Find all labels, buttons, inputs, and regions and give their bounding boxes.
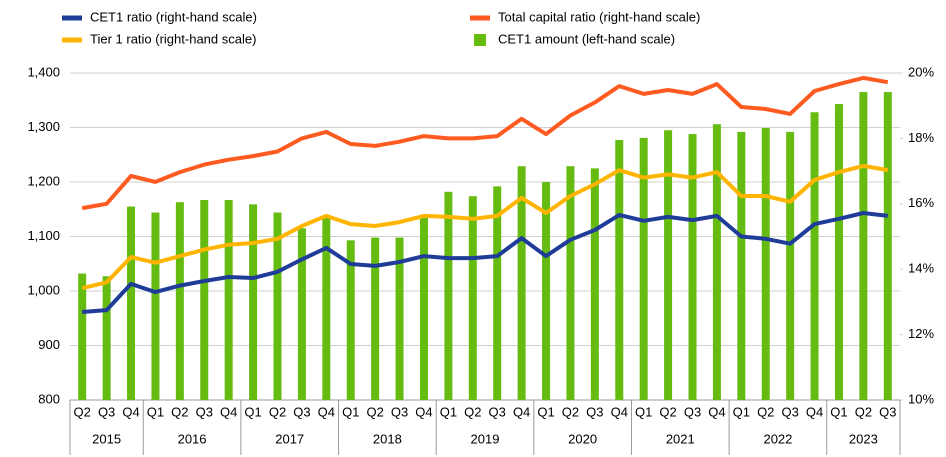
x-tick-label: Q4 bbox=[318, 404, 335, 419]
bar bbox=[102, 276, 111, 400]
bar bbox=[273, 212, 282, 400]
x-tick-label: Q2 bbox=[855, 404, 872, 419]
bar bbox=[566, 166, 575, 400]
legend-label: Total capital ratio (right-hand scale) bbox=[498, 9, 700, 24]
x-tick-label: Q2 bbox=[562, 404, 579, 419]
x-tick-label: Q3 bbox=[196, 404, 213, 419]
x-tick-label: Q4 bbox=[415, 404, 432, 419]
x-tick-label: Q4 bbox=[513, 404, 530, 419]
bar bbox=[615, 140, 624, 400]
line bbox=[82, 211, 889, 314]
bar bbox=[688, 134, 697, 401]
bar bbox=[493, 186, 502, 400]
x-tick-label: Q3 bbox=[293, 404, 310, 419]
x-tick-label: Q1 bbox=[244, 404, 261, 419]
bar bbox=[297, 228, 306, 400]
y-tick-label: 1,200 bbox=[27, 173, 60, 188]
x-tick-label: Q2 bbox=[757, 404, 774, 419]
bar bbox=[883, 92, 892, 400]
bar bbox=[249, 204, 258, 400]
bar bbox=[810, 112, 819, 401]
x-tick-label: Q1 bbox=[830, 404, 847, 419]
bar bbox=[346, 240, 355, 400]
x-tick-label: Q4 bbox=[122, 404, 139, 419]
x-tick-label: Q3 bbox=[879, 404, 896, 419]
line bbox=[81, 163, 889, 291]
x-tick-label: Q4 bbox=[806, 404, 823, 419]
year-label: 2020 bbox=[568, 431, 597, 446]
legend-label: CET1 ratio (right-hand scale) bbox=[90, 9, 257, 24]
x-tick-label: Q1 bbox=[635, 404, 652, 419]
bar bbox=[664, 130, 673, 400]
year-label: 2023 bbox=[849, 431, 878, 446]
bar bbox=[224, 199, 233, 400]
year-label: 2015 bbox=[92, 431, 121, 446]
y-tick-label: 1,400 bbox=[27, 64, 60, 79]
bar bbox=[200, 199, 209, 400]
x-tick-label: Q3 bbox=[684, 404, 701, 419]
y2-tick-label: 14% bbox=[908, 261, 934, 276]
x-tick-label: Q4 bbox=[220, 404, 237, 419]
year-label: 2016 bbox=[178, 431, 207, 446]
x-tick-label: Q3 bbox=[781, 404, 798, 419]
bar bbox=[737, 131, 746, 401]
year-label: 2017 bbox=[275, 431, 304, 446]
y-tick-label: 900 bbox=[38, 337, 60, 352]
bar bbox=[419, 214, 428, 400]
bar bbox=[151, 212, 160, 400]
bar bbox=[542, 182, 551, 400]
y2-tick-label: 10% bbox=[908, 391, 934, 406]
x-tick-label: Q2 bbox=[464, 404, 481, 419]
y-tick-label: 1,100 bbox=[27, 228, 60, 243]
y-tick-label: 1,300 bbox=[27, 119, 60, 134]
x-tick-label: Q3 bbox=[489, 404, 506, 419]
bar bbox=[175, 202, 184, 400]
y2-tick-label: 18% bbox=[908, 130, 934, 145]
year-label: 2019 bbox=[471, 431, 500, 446]
x-tick-label: Q3 bbox=[586, 404, 603, 419]
bar bbox=[834, 104, 843, 400]
bar bbox=[395, 237, 404, 400]
bar bbox=[712, 124, 721, 400]
x-tick-label: Q2 bbox=[171, 404, 188, 419]
bar bbox=[517, 166, 526, 400]
bar bbox=[590, 168, 599, 400]
bar bbox=[468, 196, 477, 400]
x-tick-label: Q2 bbox=[74, 404, 91, 419]
x-tick-label: Q1 bbox=[537, 404, 554, 419]
legend-marker bbox=[474, 34, 486, 46]
bar bbox=[444, 191, 453, 400]
bar bbox=[761, 128, 770, 401]
legend-label: Tier 1 ratio (right-hand scale) bbox=[90, 31, 256, 46]
x-tick-label: Q2 bbox=[366, 404, 383, 419]
x-tick-label: Q2 bbox=[659, 404, 676, 419]
y2-tick-label: 16% bbox=[908, 195, 934, 210]
x-tick-label: Q1 bbox=[147, 404, 164, 419]
x-tick-label: Q3 bbox=[98, 404, 115, 419]
y-tick-label: 800 bbox=[38, 391, 60, 406]
bar bbox=[639, 137, 648, 401]
x-tick-label: Q1 bbox=[342, 404, 359, 419]
x-tick-label: Q4 bbox=[708, 404, 725, 419]
year-label: 2021 bbox=[666, 431, 695, 446]
x-tick-label: Q1 bbox=[440, 404, 457, 419]
bar bbox=[371, 237, 380, 400]
y-tick-label: 1,000 bbox=[27, 282, 60, 297]
year-label: 2022 bbox=[763, 431, 792, 446]
x-tick-label: Q1 bbox=[733, 404, 750, 419]
y2-tick-label: 12% bbox=[908, 326, 934, 341]
bar bbox=[127, 206, 136, 400]
bar bbox=[322, 216, 331, 400]
y2-tick-label: 20% bbox=[908, 64, 934, 79]
legend-label: CET1 amount (left-hand scale) bbox=[498, 31, 675, 46]
line bbox=[81, 75, 889, 211]
x-tick-label: Q4 bbox=[611, 404, 628, 419]
x-tick-label: Q3 bbox=[391, 404, 408, 419]
bar bbox=[859, 92, 868, 400]
bar bbox=[786, 131, 795, 401]
x-tick-label: Q2 bbox=[269, 404, 286, 419]
year-label: 2018 bbox=[373, 431, 402, 446]
bar bbox=[78, 273, 87, 400]
